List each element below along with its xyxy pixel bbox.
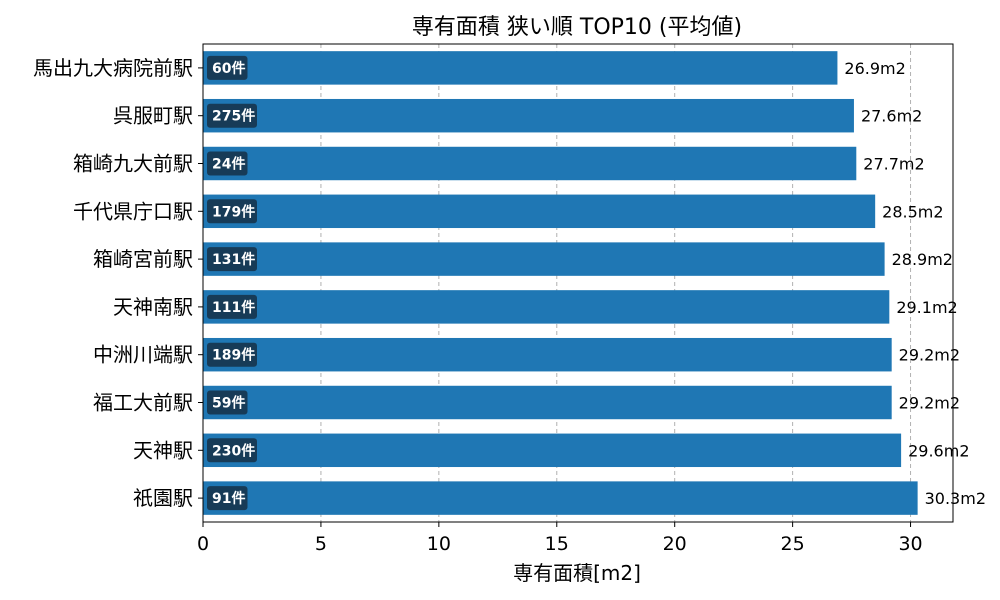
value-label: 29.1m2 <box>896 298 957 317</box>
bar <box>203 385 892 420</box>
value-label: 27.7m2 <box>863 155 924 174</box>
value-label: 30.3m2 <box>925 489 986 508</box>
bar <box>203 481 918 515</box>
chart-title: 専有面積 狭い順 TOP10 (平均値) <box>412 15 742 40</box>
bar <box>203 146 857 181</box>
count-label: 60件 <box>212 60 245 77</box>
y-tick-label: 天神駅 <box>133 438 193 462</box>
y-tick-label: 中洲川端駅 <box>93 343 193 367</box>
count-badge <box>207 342 257 367</box>
x-tick-label: 15 <box>545 533 569 555</box>
count-badge <box>207 103 257 128</box>
bar <box>203 433 902 468</box>
x-tick-label: 0 <box>197 533 209 555</box>
count-badge <box>207 151 248 176</box>
count-badge <box>207 247 257 272</box>
count-label: 179件 <box>212 203 255 220</box>
y-tick-label: 祇園駅 <box>133 486 193 510</box>
value-label: 29.2m2 <box>899 394 960 413</box>
x-axis-label: 専有面積[m2] <box>513 561 641 585</box>
count-label: 275件 <box>212 108 255 125</box>
y-tick-label: 箱崎宮前駅 <box>93 247 193 271</box>
x-tick-label: 30 <box>898 533 922 555</box>
count-badge <box>207 55 248 80</box>
count-badge <box>207 438 257 463</box>
count-badge <box>207 390 248 415</box>
bar <box>203 194 876 229</box>
count-label: 230件 <box>212 442 255 459</box>
value-label: 27.6m2 <box>861 107 922 126</box>
x-tick-label: 10 <box>427 533 451 555</box>
x-tick-label: 20 <box>663 533 687 555</box>
bar <box>203 98 854 133</box>
y-tick-label: 天神南駅 <box>113 295 193 319</box>
count-label: 91件 <box>212 490 245 507</box>
bar <box>203 242 885 276</box>
count-label: 189件 <box>212 347 255 364</box>
y-tick-label: 馬出九大病院前駅 <box>33 56 193 80</box>
count-label: 24件 <box>212 156 245 173</box>
axes: 馬出九大病院前駅呉服町駅箱崎九大前駅千代県庁口駅箱崎宮前駅天神南駅中洲川端駅福工… <box>33 43 954 555</box>
count-badge <box>207 486 248 511</box>
x-tick-label: 5 <box>315 533 327 555</box>
bars: 60件 26.9m2 275件 27.6m2 24件 27.7m2 179件 28.5m2 13… <box>203 51 986 515</box>
y-tick-label: 箱崎九大前駅 <box>73 152 193 176</box>
x-tick-label: 25 <box>781 533 805 555</box>
value-label: 29.6m2 <box>908 441 969 460</box>
count-badge <box>207 294 257 319</box>
plot-frame <box>202 43 954 523</box>
y-tick-label: 千代県庁口駅 <box>73 199 193 223</box>
count-label: 59件 <box>212 395 245 412</box>
count-label: 131件 <box>212 251 255 268</box>
count-badge <box>207 199 257 224</box>
bar <box>203 337 892 372</box>
y-tick-label: 呉服町駅 <box>113 104 193 128</box>
y-tick-label: 福工大前駅 <box>93 391 193 415</box>
count-label: 111件 <box>212 299 255 316</box>
bar <box>203 51 838 85</box>
value-label: 29.2m2 <box>899 346 960 365</box>
value-label: 28.5m2 <box>882 202 943 221</box>
value-label: 26.9m2 <box>844 59 905 78</box>
bar <box>203 290 890 324</box>
value-label: 28.9m2 <box>892 250 953 269</box>
